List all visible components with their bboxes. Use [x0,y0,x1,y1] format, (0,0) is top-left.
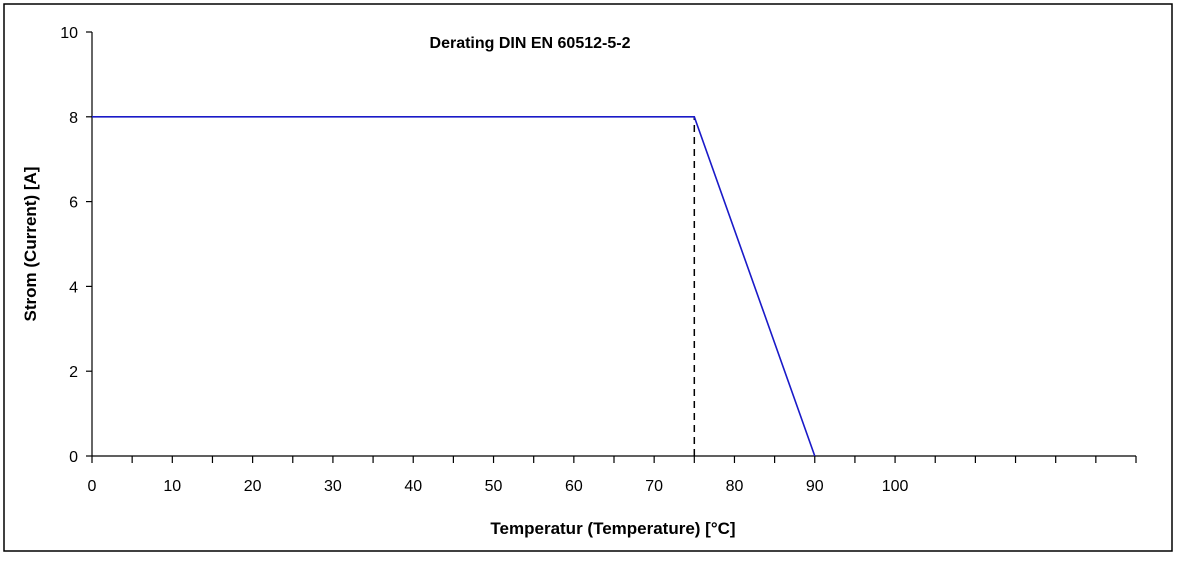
x-tick-label: 80 [726,478,744,495]
x-tick-label: 40 [404,478,422,495]
derating-curve [92,116,816,457]
x-tick-label: 60 [565,478,583,495]
x-tick-label: 10 [163,478,181,495]
x-tick-label: 70 [645,478,663,495]
x-axis-title: Temperatur (Temperature) [°C] [490,519,735,538]
y-tick-label: 8 [69,110,78,127]
y-tick-label: 4 [69,279,78,296]
y-tick-label: 10 [60,25,78,42]
x-tick-label: 20 [244,478,262,495]
x-tick-label: 90 [806,478,824,495]
chart-frame [3,3,1173,552]
y-tick-label: 2 [69,364,78,381]
y-tick-label: 6 [69,195,78,212]
x-tick-label: 30 [324,478,342,495]
y-axis-title: Strom (Current) [A] [21,167,40,322]
y-tick-label: 0 [69,449,78,466]
x-tick-label: 100 [882,478,909,495]
chart-title: Derating DIN EN 60512-5-2 [430,35,631,52]
x-tick-label: 0 [88,478,97,495]
x-tick-label: 50 [485,478,503,495]
